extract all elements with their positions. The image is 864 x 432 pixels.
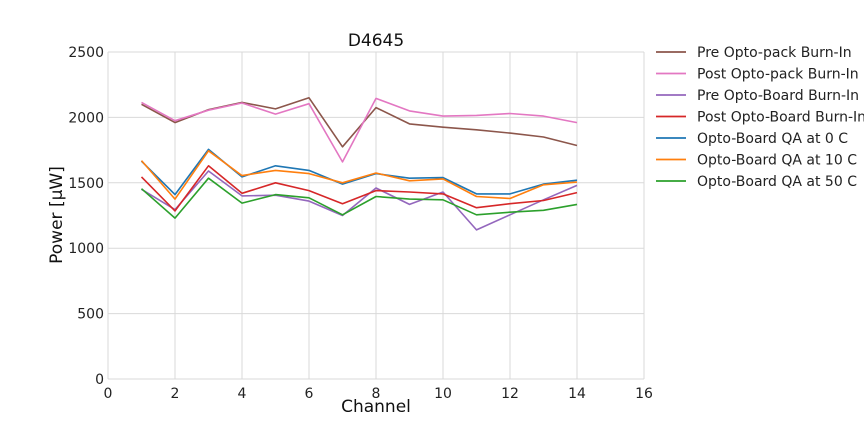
x-tick-label: 2 bbox=[171, 386, 180, 402]
x-tick-label: 6 bbox=[305, 386, 314, 402]
x-tick-labels: 0 2 4 6 8 10 12 14 16 bbox=[104, 386, 653, 402]
legend-label: Opto-Board QA at 0 C bbox=[697, 131, 848, 147]
legend-label: Post Opto-pack Burn-In bbox=[697, 67, 859, 83]
series-line bbox=[140, 150, 578, 200]
x-tick-label: 12 bbox=[501, 386, 519, 402]
x-tick-label: 0 bbox=[104, 386, 113, 402]
y-tick-label: 0 bbox=[95, 372, 104, 388]
x-tick-label: 16 bbox=[635, 386, 653, 402]
series-line bbox=[140, 177, 578, 219]
legend-label: Post Opto-Board Burn-In bbox=[697, 110, 864, 126]
y-tick-label: 1000 bbox=[68, 241, 104, 257]
legend: Pre Opto-pack Burn-In Post Opto-pack Burn… bbox=[656, 45, 864, 190]
chart-title: D4645 bbox=[348, 31, 404, 51]
series-line bbox=[141, 97, 578, 148]
series-line bbox=[140, 165, 578, 212]
y-tick-labels: 0 500 1000 1500 2000 2500 bbox=[68, 45, 104, 388]
grid bbox=[107, 51, 645, 380]
y-tick-label: 1500 bbox=[68, 176, 104, 192]
legend-label: Opto-Board QA at 50 C bbox=[697, 174, 857, 190]
x-axis-title: Channel bbox=[341, 397, 411, 417]
series-line bbox=[141, 170, 578, 231]
x-tick-label: 4 bbox=[238, 386, 247, 402]
x-tick-label: 14 bbox=[568, 386, 586, 402]
series-line bbox=[141, 97, 578, 163]
x-tick-label: 10 bbox=[434, 386, 452, 402]
x-tick-label: 8 bbox=[372, 386, 381, 402]
series-lines bbox=[140, 97, 578, 231]
y-tick-label: 500 bbox=[77, 307, 104, 323]
y-tick-label: 2500 bbox=[68, 45, 104, 61]
y-tick-label: 2000 bbox=[68, 110, 104, 126]
legend-label: Pre Opto-pack Burn-In bbox=[697, 45, 852, 61]
legend-label: Pre Opto-Board Burn-In bbox=[697, 88, 859, 104]
y-axis-title: Power [μW] bbox=[47, 166, 67, 264]
legend-label: Opto-Board QA at 10 C bbox=[697, 153, 857, 169]
